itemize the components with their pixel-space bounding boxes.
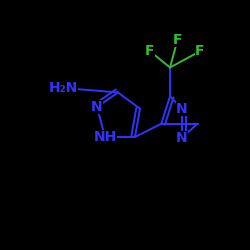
Text: F: F <box>173 33 182 47</box>
Text: F: F <box>195 44 205 58</box>
Text: N: N <box>176 130 188 144</box>
Text: H₂N: H₂N <box>49 81 78 95</box>
Text: NH: NH <box>94 130 116 144</box>
Text: N: N <box>91 100 103 114</box>
Text: F: F <box>145 44 155 58</box>
Text: N: N <box>176 102 188 116</box>
